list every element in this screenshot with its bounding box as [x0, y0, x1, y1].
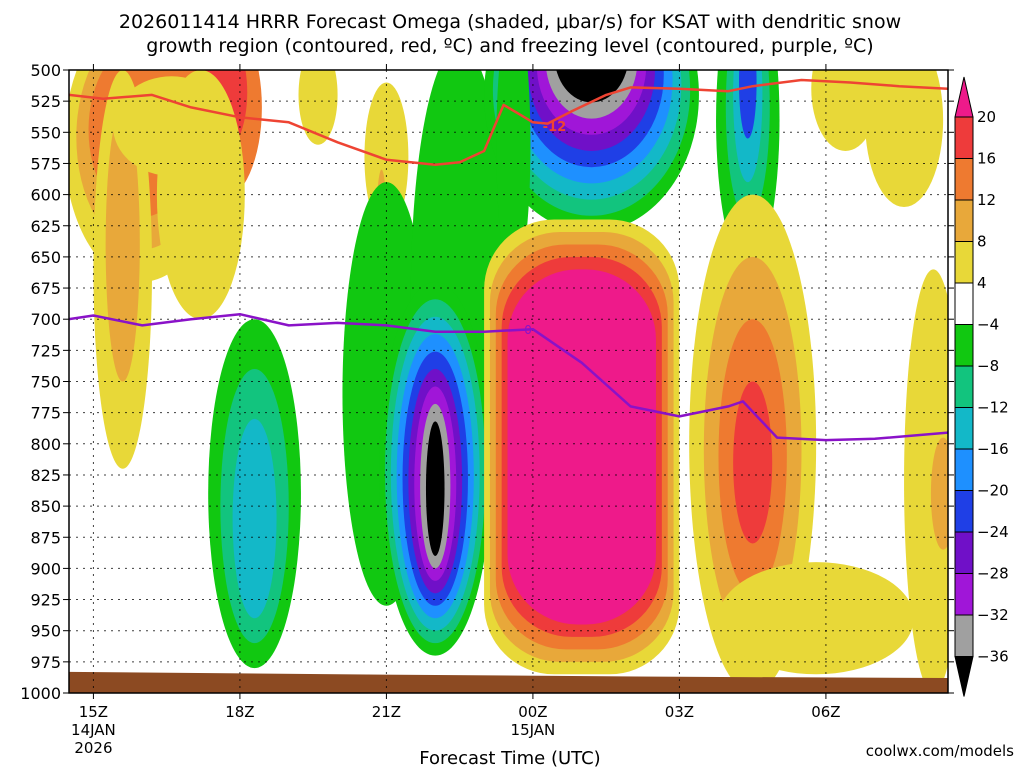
omega-colorbar: 20 16 12 8 4 −4 −8 −12 −16 −20 −24 −28 −32 −36	[954, 76, 1009, 697]
colorbar-swatch-2	[954, 158, 974, 201]
colorbar-swatch-3	[954, 199, 974, 242]
dgz-contour-label: -12	[543, 120, 567, 135]
omega-shading	[69, 70, 948, 693]
y-tick-label-675: 675	[30, 279, 61, 298]
x-tick-label-27: 03Z	[665, 703, 694, 721]
x-tick-label-24: 00Z	[518, 703, 547, 721]
colorbar-swatch-above-20	[954, 76, 974, 118]
chart-title-line-1: 2026011414 HRRR Forecast Omega (shaded, …	[119, 11, 901, 33]
y-tick-label-575: 575	[30, 154, 61, 173]
omega-lower-left-2	[232, 418, 277, 619]
y-tick-label-900: 900	[30, 559, 61, 578]
grid-lines	[69, 70, 948, 693]
x-tick-date-15: 14JAN	[71, 721, 116, 739]
colorbar-swatch-9	[954, 448, 974, 491]
x-tick-label-15: 15Z	[79, 703, 108, 721]
omega-column-descent-8	[425, 421, 445, 556]
x-tick-label-30: 06Z	[811, 703, 840, 721]
colorbar-swatch-13	[954, 614, 974, 657]
colorbar-swatch-5	[954, 282, 974, 325]
colorbar-swatch-1	[954, 116, 974, 159]
colorbar-swatch-below-36	[954, 656, 974, 697]
chart-title-line-2: growth region (contoured, red, ºC) and f…	[146, 35, 873, 57]
colorbar-swatch-10	[954, 490, 974, 533]
x-tick-label-18: 18Z	[225, 703, 254, 721]
omega-right-warm-3	[733, 381, 773, 544]
y-tick-label-775: 775	[30, 404, 61, 423]
y-tick-label-850: 850	[30, 497, 61, 516]
colorbar-label-10: −24	[977, 523, 1009, 541]
y-tick-label-825: 825	[30, 466, 61, 485]
colorbar-swatch-11	[954, 531, 974, 574]
x-tick-year-15: 2026	[74, 739, 112, 757]
omega-top-small-yellow	[298, 70, 338, 145]
colorbar-label-3: 8	[977, 233, 987, 251]
colorbar-label-2: 12	[977, 191, 996, 209]
y-tick-label-800: 800	[30, 435, 61, 454]
colorbar-label-6: −8	[977, 357, 999, 375]
y-tick-label-975: 975	[30, 653, 61, 672]
y-tick-label-525: 525	[30, 92, 61, 111]
y-tick-label-550: 550	[30, 123, 61, 142]
freezing-level-line	[69, 312, 948, 442]
credit-text[interactable]: coolwx.com/models	[866, 742, 1014, 760]
freezing-level-label: 0	[524, 323, 532, 337]
omega-top-right-yellow	[811, 70, 880, 151]
colorbar-swatch-6	[954, 324, 974, 367]
colorbar-label-5: −4	[977, 316, 999, 334]
colorbar-label-13: −36	[977, 648, 1009, 666]
y-tick-label-950: 950	[30, 622, 61, 641]
colorbar-swatch-12	[954, 573, 974, 616]
omega-strong-ascent-4	[507, 269, 656, 625]
colorbar-swatch-7	[954, 365, 974, 408]
colorbar-swatch-4	[954, 241, 974, 284]
dgz-contour-line	[69, 78, 948, 166]
y-tick-label-750: 750	[30, 373, 61, 392]
x-tick-label-21: 21Z	[372, 703, 401, 721]
colorbar-label-7: −12	[977, 399, 1009, 417]
y-tick-label-700: 700	[30, 310, 61, 329]
colorbar-label-1: 16	[977, 150, 996, 168]
y-tick-label-650: 650	[30, 248, 61, 267]
y-tick-label-625: 625	[30, 217, 61, 236]
colorbar-swatch-8	[954, 407, 974, 450]
x-tick-date-24: 15JAN	[511, 721, 556, 739]
colorbar-label-8: −16	[977, 440, 1009, 458]
y-tick-label-1000: 1000	[20, 684, 61, 703]
y-tick-label-925: 925	[30, 591, 61, 610]
omega-left-tail-orange	[105, 107, 140, 382]
colorbar-label-0: 20	[977, 108, 996, 126]
pressure-axis: 500 525 550 575 600 625 650 675 700 725 750 775 800 8…	[20, 61, 954, 703]
omega-far-right-orange	[930, 437, 948, 550]
omega-far-right-yellow	[904, 269, 948, 693]
x-axis-title: Forecast Time (UTC)	[419, 748, 600, 768]
colorbar-label-12: −32	[977, 606, 1009, 624]
colorbar-label-11: −28	[977, 565, 1009, 583]
colorbar-label-9: −20	[977, 482, 1009, 500]
omega-lower-right-yellow	[718, 562, 914, 675]
y-tick-label-500: 500	[30, 61, 61, 80]
y-tick-label-600: 600	[30, 186, 61, 205]
colorbar-label-4: 4	[977, 274, 987, 292]
surface-terrain	[69, 671, 948, 693]
y-tick-label-875: 875	[30, 528, 61, 547]
omega-top-right-yellow2	[864, 70, 944, 208]
plot-area: -12 0	[68, 69, 949, 694]
omega-upper-left-top-yellow	[112, 76, 231, 176]
y-tick-label-725: 725	[30, 341, 61, 360]
contour-lines: -12 0	[69, 78, 948, 442]
